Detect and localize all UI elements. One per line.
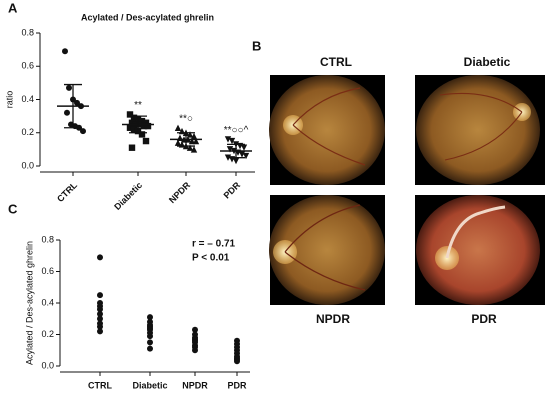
annotation: r = – 0.71 [192,239,236,250]
x-tick-label: CTRL [88,380,112,390]
data-point [192,326,198,333]
data-point [190,146,198,153]
panel-label: A [8,0,18,15]
significance-label: **○ [179,113,193,124]
data-point [74,99,80,106]
data-point [228,137,236,145]
significance-label: ** [134,100,142,111]
x-tick-label: Diabetic [132,380,167,390]
y-axis-label: Acylated / Des-acylated ghrelin [24,241,34,365]
annotation: P < 0.01 [192,253,230,264]
data-point [126,124,134,131]
data-point [66,84,72,91]
panel-label: B [252,38,261,53]
y-tick-label: 0.4 [41,297,54,307]
data-point [147,345,153,352]
data-point [144,122,152,130]
y-tick-label: 0.0 [41,360,54,370]
data-point [140,122,148,130]
y-tick-label: 0.6 [21,61,34,71]
chart-title: Acylated / Des-acylated ghrelin [81,12,214,22]
data-point [97,323,103,330]
x-tick-label: PDR [222,180,243,201]
data-point [147,339,153,346]
data-point [240,144,248,151]
image-label: Diabetic [464,55,511,69]
data-point [128,144,136,151]
data-point [238,151,246,158]
data-point [224,136,232,143]
data-point [142,119,150,126]
y-tick-label: 0.4 [21,94,34,104]
data-point [174,139,182,146]
y-tick-label: 0.2 [41,329,54,339]
image-label: NPDR [316,312,350,326]
data-point [138,131,146,138]
data-point [97,315,103,322]
data-point [147,333,153,340]
y-tick-label: 0.8 [21,27,34,37]
data-point [186,144,194,151]
y-axis-label: ratio [4,91,14,109]
data-point [174,124,182,131]
significance-label: **○○^ [224,125,249,136]
y-tick-label: 0.8 [41,234,54,244]
data-point [97,311,103,318]
data-point [192,347,198,354]
image-label: CTRL [320,55,352,69]
data-point [147,314,153,321]
data-point [234,358,240,365]
data-point [64,109,70,116]
data-point [138,117,146,125]
x-tick-label: NPDR [167,180,192,205]
data-point [130,114,138,121]
data-point [126,111,134,118]
y-tick-label: 0.2 [21,127,34,137]
data-point [80,128,86,135]
x-tick-label: CTRL [55,180,79,204]
y-tick-label: 0.0 [21,160,34,170]
x-tick-label: NPDR [182,380,208,390]
fundus-photo [415,75,545,185]
data-point [186,131,194,138]
data-point [97,306,103,313]
x-tick-label: Diabetic [112,180,144,212]
panel-label: C [8,201,18,216]
data-point [62,48,68,55]
data-point [190,132,198,140]
y-tick-label: 0.6 [41,266,54,276]
data-point [232,157,240,165]
data-point [97,292,103,299]
data-point [142,137,150,145]
fundus-photo [415,195,545,305]
data-point [242,152,250,160]
data-point [192,137,200,145]
data-point [97,254,103,261]
data-point [128,119,136,126]
image-label: PDR [471,312,497,326]
data-point [130,126,138,133]
fundus-photo [269,75,385,185]
data-point [97,328,103,335]
data-point [226,146,234,153]
x-tick-label: PDR [227,380,247,390]
fundus-photo [269,195,385,305]
